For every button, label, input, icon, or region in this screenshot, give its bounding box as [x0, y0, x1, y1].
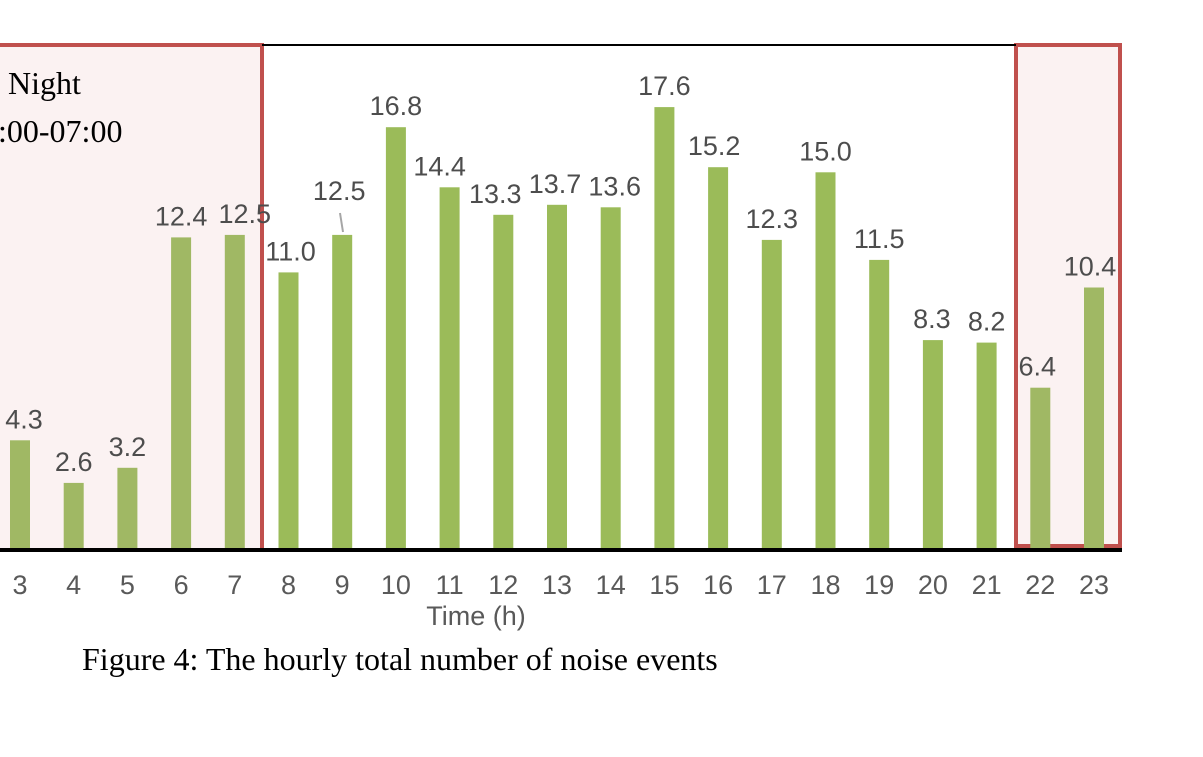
value-label-hour-11: 14.4	[413, 151, 466, 181]
x-tick-label-14: 14	[596, 570, 626, 600]
bar-hour-11	[439, 187, 460, 549]
x-tick-label-8: 8	[281, 570, 296, 600]
value-label-hour-7: 12.5	[219, 199, 272, 229]
value-label-hour-14: 13.6	[588, 171, 641, 201]
value-label-hour-15: 17.6	[638, 71, 691, 101]
x-tick-label-11: 11	[436, 570, 464, 600]
x-tick-labels-group: 3 4 5 6 7 8 9 10 11 12 13 14 15 16 17 18 19 20 21 22 23	[12, 570, 1109, 600]
bar-hour-12	[493, 214, 514, 549]
bar-hour-21	[976, 342, 997, 548]
bar-hour-20	[922, 340, 943, 548]
value-label-hour-18: 15.0	[799, 136, 852, 166]
bar-hour-8	[278, 272, 299, 548]
label-leader-line	[339, 212, 344, 233]
bar-hour-9	[332, 234, 353, 548]
bar-hour-7	[224, 234, 245, 548]
night-period-highlight-left	[0, 43, 264, 552]
night-time-range: :00-07:00	[0, 113, 122, 149]
x-tick-label-15: 15	[649, 570, 679, 600]
value-label-hour-6: 12.4	[155, 201, 208, 231]
value-label-hour-13: 13.7	[529, 169, 582, 199]
value-label-hour-5: 3.2	[109, 432, 147, 462]
bar-hour-16	[708, 167, 729, 548]
x-tick-label-10: 10	[381, 570, 411, 600]
bar-hour-3	[10, 440, 30, 548]
value-label-hour-9: 12.5	[313, 176, 366, 206]
value-labels-group: 4.32.63.212.4 12.511.012.516.814.413.3 13.…	[5, 71, 1116, 477]
x-tick-label-7: 7	[227, 570, 242, 600]
x-tick-label-4: 4	[66, 570, 81, 600]
value-label-hour-12: 13.3	[469, 179, 522, 209]
bar-hour-19	[869, 259, 890, 548]
bars-group	[10, 107, 1104, 549]
value-label-hour-4: 2.6	[55, 447, 93, 477]
bar-hour-22	[1030, 387, 1051, 548]
value-label-hour-8: 11.0	[265, 236, 316, 266]
value-label-hour-16: 15.2	[688, 131, 741, 161]
x-tick-label-20: 20	[918, 570, 948, 600]
x-tick-label-13: 13	[542, 570, 572, 600]
x-tick-label-9: 9	[335, 570, 350, 600]
x-tick-label-3: 3	[12, 570, 27, 600]
x-tick-label-17: 17	[757, 570, 787, 600]
x-tick-label-21: 21	[972, 570, 1002, 600]
bar-hour-10	[385, 127, 406, 548]
value-label-hour-21: 8.2	[968, 307, 1006, 337]
value-label-hour-10: 16.8	[370, 91, 423, 121]
bar-hour-13	[547, 204, 567, 549]
bar-hour-15	[654, 107, 675, 548]
x-tick-label-19: 19	[864, 570, 894, 600]
value-label-hour-3: 4.3	[5, 404, 43, 434]
bar-hour-6	[171, 237, 192, 548]
value-label-hour-20: 8.3	[913, 304, 951, 334]
x-tick-label-23: 23	[1079, 570, 1109, 600]
value-label-hour-23: 10.4	[1064, 252, 1117, 282]
figure-caption: Figure 4: The hourly total number of noi…	[82, 641, 718, 677]
value-label-hour-22: 6.4	[1019, 352, 1057, 382]
bar-hour-23	[1084, 287, 1104, 548]
bar-hour-17	[761, 239, 782, 548]
x-axis-title: Time (h)	[426, 601, 526, 631]
x-tick-label-16: 16	[703, 570, 733, 600]
bar-hour-14	[600, 207, 621, 549]
x-tick-label-22: 22	[1025, 570, 1055, 600]
x-tick-label-5: 5	[120, 570, 135, 600]
bar-hour-4	[63, 482, 84, 548]
night-label: Night	[8, 65, 81, 101]
value-label-hour-19: 11.5	[854, 224, 905, 254]
value-label-hour-17: 12.3	[746, 204, 799, 234]
x-tick-label-18: 18	[810, 570, 840, 600]
x-tick-label-6: 6	[174, 570, 189, 600]
bar-hour-5	[117, 467, 138, 548]
bar-hour-18	[815, 172, 836, 549]
x-tick-label-12: 12	[488, 570, 518, 600]
